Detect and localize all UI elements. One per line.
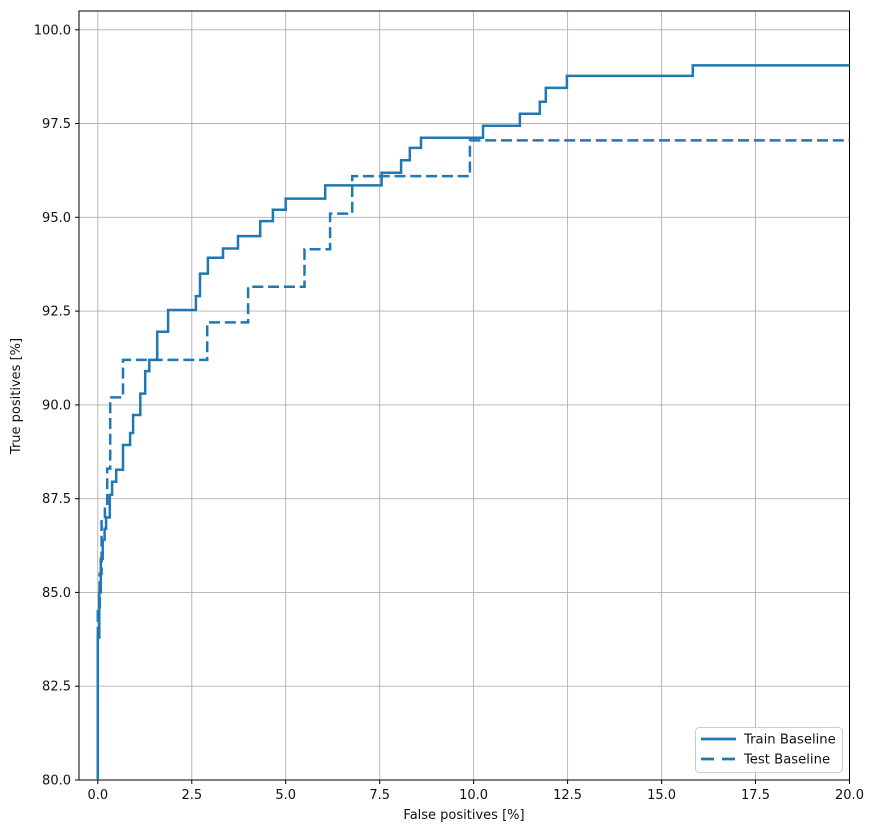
x-tick-label: 7.5 xyxy=(369,788,390,803)
x-axis-label: False positives [%] xyxy=(403,808,524,823)
x-tick-label: 12.5 xyxy=(553,788,582,803)
y-tick-label: 87.5 xyxy=(42,492,71,507)
axes-border xyxy=(78,10,850,781)
y-tick-label: 92.5 xyxy=(42,305,71,320)
gridlines xyxy=(79,11,850,781)
y-tick-label: 85.0 xyxy=(42,586,71,601)
x-tick-labels: 0.0 2.5 5.0 7.5 10.0 12.5 15.0 17.5 20.0 xyxy=(87,788,864,803)
y-tick-label: 100.0 xyxy=(34,23,71,38)
x-tick-label: 10.0 xyxy=(459,788,488,803)
train-baseline-line xyxy=(96,64,850,780)
x-tick-label: 20.0 xyxy=(835,788,864,803)
x-tick-label: 0.0 xyxy=(87,788,108,803)
legend-test-label: Test Baseline xyxy=(743,753,830,768)
y-tick-labels: 80.0 82.5 85.0 87.5 90.0 92.5 95.0 97.5 100.0 xyxy=(34,23,71,788)
x-tick-label: 15.0 xyxy=(647,788,676,803)
x-tick-label: 2.5 xyxy=(181,788,202,803)
y-axis-label: True positives [%] xyxy=(9,338,24,455)
x-tick-label: 5.0 xyxy=(275,788,296,803)
axis-ticks xyxy=(75,29,850,784)
y-tick-label: 97.5 xyxy=(42,117,71,132)
y-tick-label: 82.5 xyxy=(42,680,71,695)
y-tick-label: 95.0 xyxy=(42,211,71,226)
y-tick-label: 90.0 xyxy=(42,398,71,413)
y-tick-label: 80.0 xyxy=(42,774,71,789)
test-baseline-line xyxy=(96,139,850,780)
legend: Train Baseline Test Baseline xyxy=(695,727,843,773)
legend-train-label: Train Baseline xyxy=(743,733,836,748)
x-tick-label: 17.5 xyxy=(741,788,770,803)
